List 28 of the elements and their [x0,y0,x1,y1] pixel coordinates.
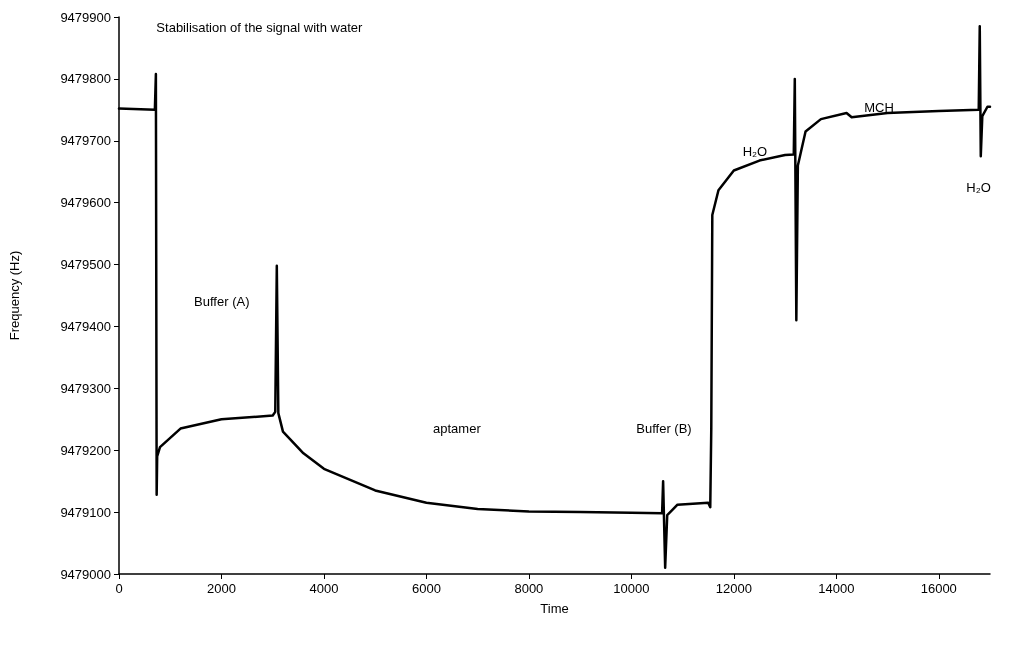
annotation: H₂O [966,180,991,196]
x-tick-label: 8000 [514,581,544,596]
x-tick-label: 0 [115,581,123,596]
y-tick-label: 9479700 [60,133,111,149]
x-tick-label: 16000 [920,581,957,596]
y-tick-label: 9479400 [60,318,111,334]
annotation: Buffer (B) [636,420,692,436]
x-tick-label: 4000 [309,581,339,596]
x-tick-label: 6000 [411,581,441,596]
x-tick-label: 14000 [818,581,855,596]
annotation: MCH [864,100,894,116]
x-tick-label: 12000 [715,581,752,596]
y-tick-label: 9479200 [60,442,111,458]
y-tick-label: 9479800 [60,71,111,87]
y-tick-label: 9479000 [60,566,111,582]
y-tick-label: 9479100 [60,504,111,520]
y-axis-title: Frequency (Hz) [7,250,22,341]
y-tick-label: 9479300 [60,380,111,396]
annotation: Buffer (A) [194,294,250,310]
y-tick-label: 9479500 [60,257,111,273]
x-tick-label: 10000 [613,581,650,596]
x-axis-title: Time [540,601,569,616]
annotation: H₂O [742,144,768,160]
annotation: aptamer [433,420,482,436]
y-tick-label: 9479900 [60,9,111,25]
x-tick-label: 2000 [207,581,236,596]
annotation: Stabilisation of the signal with water [156,19,363,35]
y-tick-label: 9479600 [60,195,111,211]
